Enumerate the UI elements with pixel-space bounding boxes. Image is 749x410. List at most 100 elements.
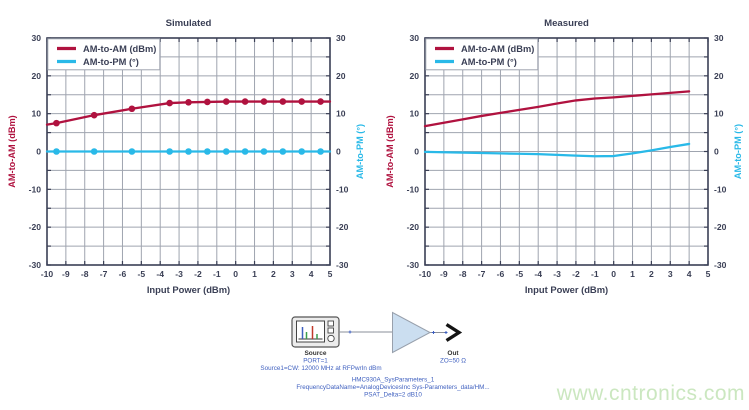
x-tick-label: -9 [440, 269, 448, 279]
y-tick-label-left: 20 [409, 71, 419, 81]
y-tick-label-right: 20 [336, 71, 346, 81]
x-tick-label: -6 [119, 269, 127, 279]
amplifier-icon [392, 311, 432, 354]
out-label: Out [447, 350, 459, 357]
source-instrument-icon [291, 316, 340, 348]
source-param-label: Source1=CW: 12000 MHz at RFPwrIn dBm [260, 365, 381, 372]
x-tick-label: -3 [175, 269, 183, 279]
y-tick-label-left: 0 [36, 147, 41, 157]
y-tick-label-left: -20 [29, 222, 42, 232]
x-tick-label: -10 [419, 269, 432, 279]
y-tick-label-left: -20 [407, 222, 420, 232]
x-tick-label: -2 [194, 269, 202, 279]
series-marker [279, 98, 287, 105]
series-marker [166, 99, 173, 107]
series-marker [260, 148, 268, 155]
x-tick-label: -5 [516, 269, 524, 279]
amplifier-param2-label: PSAT_Delta=2 dB10 [364, 392, 422, 399]
series-marker [241, 98, 249, 105]
series-marker [128, 148, 136, 155]
series-marker [241, 148, 249, 155]
y-tick-label-right: 10 [714, 109, 724, 119]
series-line-1 [423, 142, 691, 158]
y-tick-label-left: 10 [409, 109, 419, 119]
x-tick-label: -8 [459, 269, 467, 279]
series-line-0 [423, 90, 691, 128]
x-tick-label: 3 [290, 269, 295, 279]
y-tick-label-right: -20 [714, 222, 727, 232]
y-tick-label-left: 30 [31, 33, 41, 43]
x-tick-label: -10 [41, 269, 54, 279]
y-tick-label-right: -30 [714, 260, 727, 270]
series-marker [53, 119, 60, 127]
x-tick-label: -7 [478, 269, 486, 279]
measured-chart: AM-to-AM (dBm) AM-to-PM (°) -10 -9 -8 -7 -6 -5-… [374, 0, 749, 302]
measured-plot: AM-to-AM (dBm)AM-to-PM (°)-10 -9 -8 -7 -6 -5-… [385, 18, 743, 295]
y-tick-label-right: -30 [336, 260, 349, 270]
series-marker [166, 148, 173, 155]
x-tick-label: -1 [213, 269, 221, 279]
x-axis-label: Input Power (dBm) [525, 284, 608, 295]
y-tick-label-left: -30 [407, 260, 420, 270]
x-tick-label: 2 [271, 269, 276, 279]
x-tick-label: -8 [81, 269, 89, 279]
x-axis-label: Input Power (dBm) [147, 284, 230, 295]
y-axis-label-left: AM-to-AM (dBm) [7, 115, 17, 187]
series-marker [90, 148, 98, 155]
y-tick-label-left: -30 [29, 260, 42, 270]
x-tick-label: 4 [687, 269, 692, 279]
legend-label-0: AM-to-AM (dBm) [461, 44, 534, 54]
y-tick-label-right: -10 [336, 184, 349, 194]
series-marker [90, 111, 98, 119]
x-tick-label: 4 [309, 269, 314, 279]
y-tick-label-left: -10 [407, 184, 420, 194]
x-tick-label: -6 [497, 269, 505, 279]
series-marker [317, 98, 324, 105]
y-tick-label-right: 0 [336, 147, 341, 157]
series-marker [317, 148, 324, 155]
y-axis-label-right: AM-to-PM (°) [355, 124, 365, 179]
chart-title: Measured [544, 18, 589, 29]
series-marker [185, 148, 192, 155]
x-tick-label: -9 [62, 269, 70, 279]
series-marker [204, 98, 211, 106]
series-marker [53, 148, 60, 155]
simulated-plot: AM-to-AM (dBm)AM-to-PM (°)-10 -9 -8 -7 -6 -5-… [7, 18, 365, 295]
series-marker [185, 99, 192, 106]
x-tick-label: 0 [611, 269, 616, 279]
out-param-label: ZO=50 Ω [440, 358, 466, 365]
x-tick-label: -1 [591, 269, 599, 279]
series-marker [298, 98, 306, 105]
y-tick-label-right: 0 [714, 147, 719, 157]
x-tick-label: -3 [553, 269, 561, 279]
series-marker [204, 148, 211, 155]
watermark: www.cntronics.com [556, 382, 745, 405]
y-axis-label-right: AM-to-PM (°) [733, 124, 743, 179]
y-axis-label-left: AM-to-AM (dBm) [385, 115, 395, 187]
source-label: Source [304, 350, 326, 357]
simulated-chart: AM-to-AM (dBm) AM-to-PM (°) -10 -9 -8 -7 -6 -5-… [0, 0, 375, 302]
x-tick-label: -5 [138, 269, 146, 279]
source-port-label: PORT=1 [303, 358, 328, 365]
y-tick-label-right: 10 [336, 109, 346, 119]
x-tick-label: 5 [328, 269, 333, 279]
legend-label-0: AM-to-AM (dBm) [83, 44, 156, 54]
x-tick-label: -4 [156, 269, 164, 279]
y-tick-label-right: 20 [714, 71, 724, 81]
y-tick-label-left: 30 [409, 33, 419, 43]
x-tick-label: 2 [649, 269, 654, 279]
x-tick-label: -2 [572, 269, 580, 279]
series-marker [298, 148, 306, 155]
x-tick-label: 5 [706, 269, 711, 279]
series-marker [128, 105, 136, 113]
node-markers [348, 330, 448, 334]
x-tick-label: 3 [668, 269, 673, 279]
legend: AM-to-AM (dBm) AM-to-PM (°) [47, 38, 161, 71]
chart-title: Simulated [166, 18, 212, 29]
y-tick-label-left: 0 [414, 147, 419, 157]
y-tick-label-right: -10 [714, 184, 727, 194]
x-tick-label: -7 [100, 269, 108, 279]
amplifier-name-label: HMC930A_SysParameters_1 [352, 377, 435, 384]
